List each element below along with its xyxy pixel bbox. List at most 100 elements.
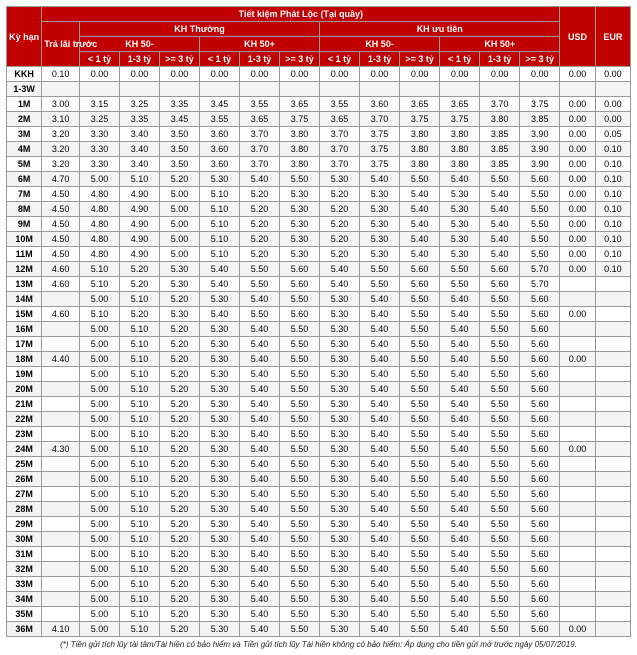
tier-header: 1-3 tỷ bbox=[360, 52, 400, 67]
cell-value: 5.50 bbox=[280, 547, 320, 562]
cell-value: 3.70 bbox=[240, 127, 280, 142]
cell-value: 5.10 bbox=[119, 547, 159, 562]
cell-value bbox=[595, 382, 630, 397]
cell-value: 5.40 bbox=[240, 397, 280, 412]
cell-value bbox=[42, 547, 80, 562]
cell-value: 5.50 bbox=[480, 532, 520, 547]
cell-value: 5.20 bbox=[159, 322, 199, 337]
cell-value: 5.10 bbox=[79, 262, 119, 277]
cell-value: 5.40 bbox=[360, 622, 400, 637]
cell-value: 3.10 bbox=[42, 112, 80, 127]
cell-value: 0.00 bbox=[560, 157, 595, 172]
cell-value: 3.85 bbox=[480, 142, 520, 157]
table-row: 17M5.005.105.205.305.405.505.305.405.505… bbox=[7, 337, 631, 352]
cell-value: 5.40 bbox=[360, 547, 400, 562]
cell-value: 5.30 bbox=[320, 412, 360, 427]
cell-value: 5.50 bbox=[440, 262, 480, 277]
cell-value: 5.40 bbox=[360, 472, 400, 487]
cell-value: 5.30 bbox=[200, 337, 240, 352]
cell-value: 0.00 bbox=[320, 67, 360, 82]
cell-value: 5.30 bbox=[280, 187, 320, 202]
table-row: KKH0.100.000.000.000.000.000.000.000.000… bbox=[7, 67, 631, 82]
cell-value: 5.50 bbox=[400, 577, 440, 592]
cell-value: 5.30 bbox=[320, 352, 360, 367]
cell-value: 5.50 bbox=[480, 427, 520, 442]
cell-value bbox=[560, 277, 595, 292]
tier-header: 1-3 tỷ bbox=[240, 52, 280, 67]
tier-header: >= 3 tỷ bbox=[400, 52, 440, 67]
cell-value: 5.40 bbox=[240, 337, 280, 352]
cell-term: 18M bbox=[7, 352, 42, 367]
cell-value bbox=[595, 427, 630, 442]
cell-value: 5.40 bbox=[440, 412, 480, 427]
cell-value: 5.40 bbox=[360, 442, 400, 457]
cell-value: 5.60 bbox=[480, 277, 520, 292]
cell-value bbox=[595, 442, 630, 457]
cell-value: 5.70 bbox=[520, 262, 560, 277]
cell-value: 5.60 bbox=[520, 547, 560, 562]
cell-value bbox=[595, 322, 630, 337]
cell-value: 5.40 bbox=[440, 577, 480, 592]
cell-value: 3.40 bbox=[119, 127, 159, 142]
cell-value: 3.70 bbox=[320, 142, 360, 157]
cell-value: 5.30 bbox=[200, 397, 240, 412]
cell-value: 5.40 bbox=[240, 412, 280, 427]
cell-value: 5.40 bbox=[360, 607, 400, 622]
cell-value: 5.30 bbox=[360, 187, 400, 202]
table-row: 14M5.005.105.205.305.405.505.305.405.505… bbox=[7, 292, 631, 307]
cell-value: 5.60 bbox=[520, 307, 560, 322]
cell-value: 5.50 bbox=[400, 502, 440, 517]
cell-term: 26M bbox=[7, 472, 42, 487]
cell-value: 5.20 bbox=[159, 577, 199, 592]
cell-value: 0.10 bbox=[595, 262, 630, 277]
cell-value: 5.40 bbox=[320, 262, 360, 277]
cell-value: 5.00 bbox=[79, 502, 119, 517]
cell-value: 3.70 bbox=[360, 112, 400, 127]
cell-value bbox=[42, 592, 80, 607]
cell-value: 5.50 bbox=[400, 322, 440, 337]
cell-value: 5.40 bbox=[440, 172, 480, 187]
cell-value: 5.20 bbox=[240, 232, 280, 247]
cell-value: 3.85 bbox=[480, 157, 520, 172]
cell-value bbox=[240, 82, 280, 97]
group-regular: KH Thường bbox=[79, 22, 319, 37]
cell-value: 5.30 bbox=[440, 247, 480, 262]
cell-value: 3.50 bbox=[159, 142, 199, 157]
cell-value: 5.50 bbox=[400, 592, 440, 607]
cell-term: 20M bbox=[7, 382, 42, 397]
cell-value: 5.30 bbox=[200, 592, 240, 607]
cell-value: 5.50 bbox=[520, 187, 560, 202]
cell-value: 5.60 bbox=[280, 277, 320, 292]
cell-value: 5.10 bbox=[200, 202, 240, 217]
cell-value: 5.50 bbox=[480, 562, 520, 577]
cell-value bbox=[560, 562, 595, 577]
cell-value: 5.40 bbox=[240, 457, 280, 472]
cell-value: 5.60 bbox=[520, 172, 560, 187]
cell-value: 0.00 bbox=[560, 127, 595, 142]
cell-value: 5.40 bbox=[440, 322, 480, 337]
cell-value: 3.75 bbox=[400, 112, 440, 127]
cell-value: 5.00 bbox=[79, 382, 119, 397]
cell-value: 0.00 bbox=[280, 67, 320, 82]
table-row: 33M5.005.105.205.305.405.505.305.405.505… bbox=[7, 577, 631, 592]
cell-value: 5.40 bbox=[440, 607, 480, 622]
cell-value: 5.10 bbox=[119, 517, 159, 532]
cell-value: 5.50 bbox=[480, 382, 520, 397]
cell-value: 5.60 bbox=[520, 502, 560, 517]
table-row: 13M4.605.105.205.305.405.505.605.405.505… bbox=[7, 277, 631, 292]
cell-value: 5.50 bbox=[280, 457, 320, 472]
cell-value: 5.30 bbox=[280, 202, 320, 217]
table-header: Kỳ hạn Tiết kiệm Phát Lộc (Tại quầy) USD… bbox=[7, 7, 631, 67]
cell-value bbox=[42, 607, 80, 622]
cell-value: 5.50 bbox=[520, 202, 560, 217]
cell-value: 4.60 bbox=[42, 277, 80, 292]
cell-value: 5.20 bbox=[320, 247, 360, 262]
cell-value: 5.60 bbox=[520, 517, 560, 532]
cell-value bbox=[42, 82, 80, 97]
cell-value: 5.30 bbox=[280, 232, 320, 247]
cell-value: 5.30 bbox=[320, 307, 360, 322]
cell-value: 5.30 bbox=[320, 322, 360, 337]
cell-value bbox=[560, 502, 595, 517]
cell-value: 5.40 bbox=[360, 592, 400, 607]
cell-term: 30M bbox=[7, 532, 42, 547]
